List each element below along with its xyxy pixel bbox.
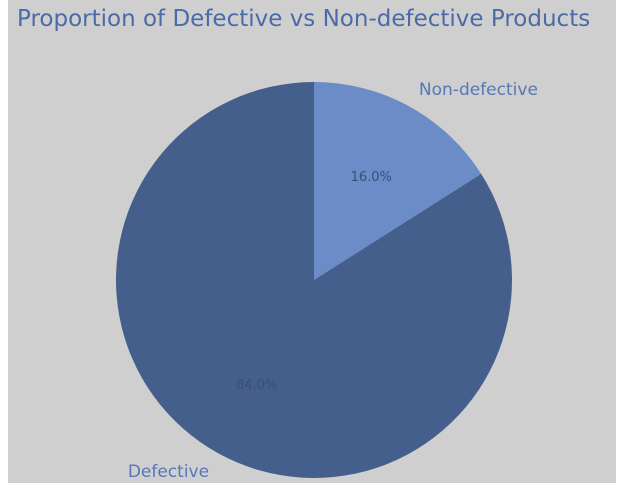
pie-slices [116, 82, 512, 478]
pie-percent-label: 84.0% [236, 378, 277, 393]
pie-category-label: Non-defective [419, 80, 538, 100]
pie-slice-non-defective [314, 82, 482, 280]
chart-title: Proportion of Defective vs Non-defective… [17, 6, 590, 32]
pie-labels: 16.0% Non-defective 84.0% Defective [128, 80, 538, 482]
pie-slice-defective [116, 82, 512, 478]
pie-percent-label: 16.0% [351, 170, 392, 185]
pie-category-label: Defective [128, 462, 209, 482]
